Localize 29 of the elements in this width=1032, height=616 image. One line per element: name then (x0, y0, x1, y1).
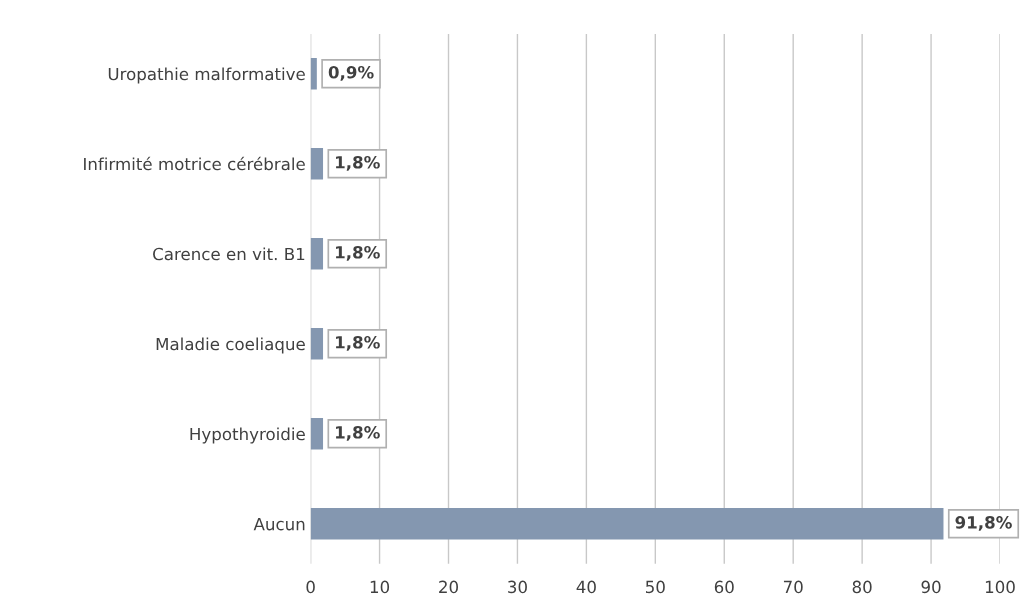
x-tick-label: 100 (985, 580, 1015, 594)
data-label: 0,9% (328, 65, 374, 81)
data-label: 1,8% (336, 155, 380, 171)
data-label: 91,8% (955, 516, 1012, 531)
y-tick-label: Aucun (253, 517, 305, 531)
data-label: 1,8% (336, 245, 380, 261)
y-tick-label: Maladie coeliaque (156, 337, 305, 354)
bar (310, 147, 324, 180)
y-tick-label: Infirmité motrice cérébrale (84, 156, 305, 171)
x-tick-label: 80 (852, 580, 872, 594)
bar (310, 57, 317, 90)
x-tick-label: 10 (370, 580, 390, 594)
bar (310, 418, 324, 450)
bar (310, 508, 944, 540)
x-tick-label: 90 (921, 580, 941, 594)
bar (310, 328, 324, 360)
x-tick-label: 60 (714, 580, 734, 594)
x-tick-label: 50 (646, 580, 665, 594)
x-tick-label: 30 (508, 580, 527, 594)
x-tick-label: 40 (576, 580, 596, 594)
y-tick-label: Hypothyroidie (190, 427, 305, 444)
data-label: 1,8% (336, 336, 380, 351)
data-label: 1,8% (336, 426, 380, 441)
x-tick-label: 20 (439, 580, 458, 594)
x-tick-label: 0 (306, 580, 315, 594)
bar (310, 238, 324, 270)
y-tick-label: Uropathie malformative (108, 67, 305, 84)
y-tick-label: Carence en vit. B1 (153, 247, 305, 261)
x-tick-label: 70 (783, 580, 803, 594)
